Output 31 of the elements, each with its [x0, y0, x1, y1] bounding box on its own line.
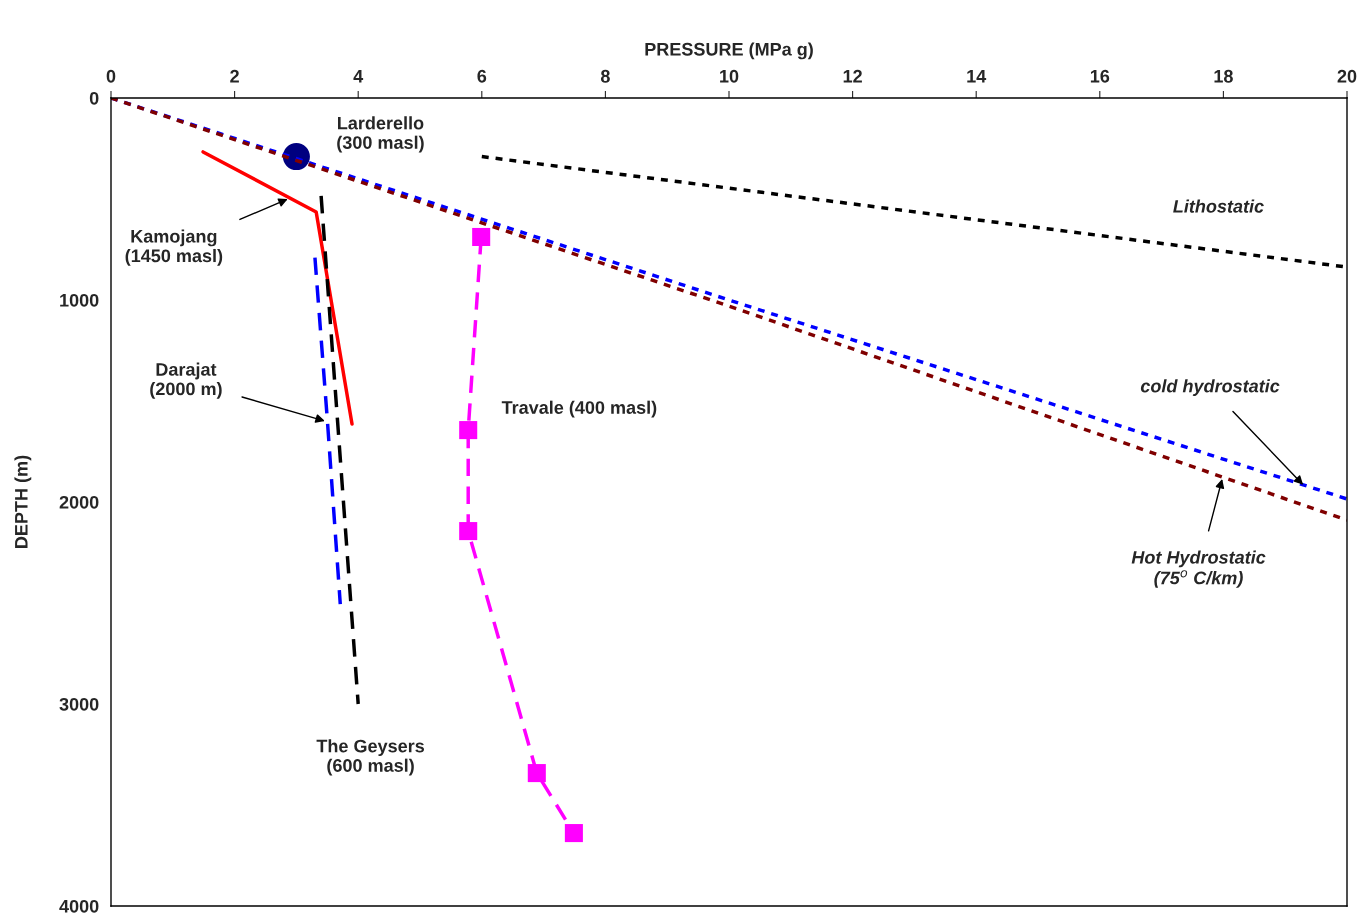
y-tick-label: 0	[89, 91, 99, 105]
annotation: Hot Hydrostatic (75$^{o}$ C/km)	[1131, 550, 1266, 588]
y-tick-label: 4000	[59, 899, 99, 913]
x-tick-label: 10	[720, 69, 739, 83]
annotation: Lithostatic	[1173, 199, 1264, 213]
y-tick-label: 2000	[59, 495, 99, 509]
x-tick-label: 18	[1214, 69, 1233, 83]
annotation: Travale (400 masl)	[501, 400, 657, 418]
point	[472, 227, 491, 246]
point	[459, 421, 478, 440]
point	[564, 824, 583, 843]
annotation: cold hydrostatic	[1140, 379, 1280, 397]
x-tick-label: 12	[843, 69, 862, 83]
x-tick-label: 8	[600, 69, 610, 83]
y-tick-label: 3000	[59, 697, 99, 711]
x-tick-label: 20	[1337, 69, 1357, 83]
x-tick-label: 6	[477, 69, 487, 83]
x-axis-title: PRESSURE (MPa g)	[645, 42, 813, 60]
annotation: Kamojang (1450 masl)	[125, 229, 223, 266]
x-tick-label: 4	[353, 70, 364, 83]
annotation: Larderello (300 masl)	[337, 116, 424, 153]
x-tick-label: 14	[967, 70, 987, 83]
x-tick-label: 2	[230, 69, 239, 83]
x-tick-label: 16	[1090, 69, 1110, 83]
annotation: Darajat (2000 m)	[150, 362, 222, 399]
y-axis-title: DEPTH (m)	[14, 455, 32, 548]
x-tick-label: 0	[106, 69, 116, 83]
y-tick-label: 1000	[60, 293, 99, 307]
point	[527, 764, 546, 783]
annotation: The Geysers (600 masl)	[316, 739, 425, 776]
point	[459, 522, 478, 541]
